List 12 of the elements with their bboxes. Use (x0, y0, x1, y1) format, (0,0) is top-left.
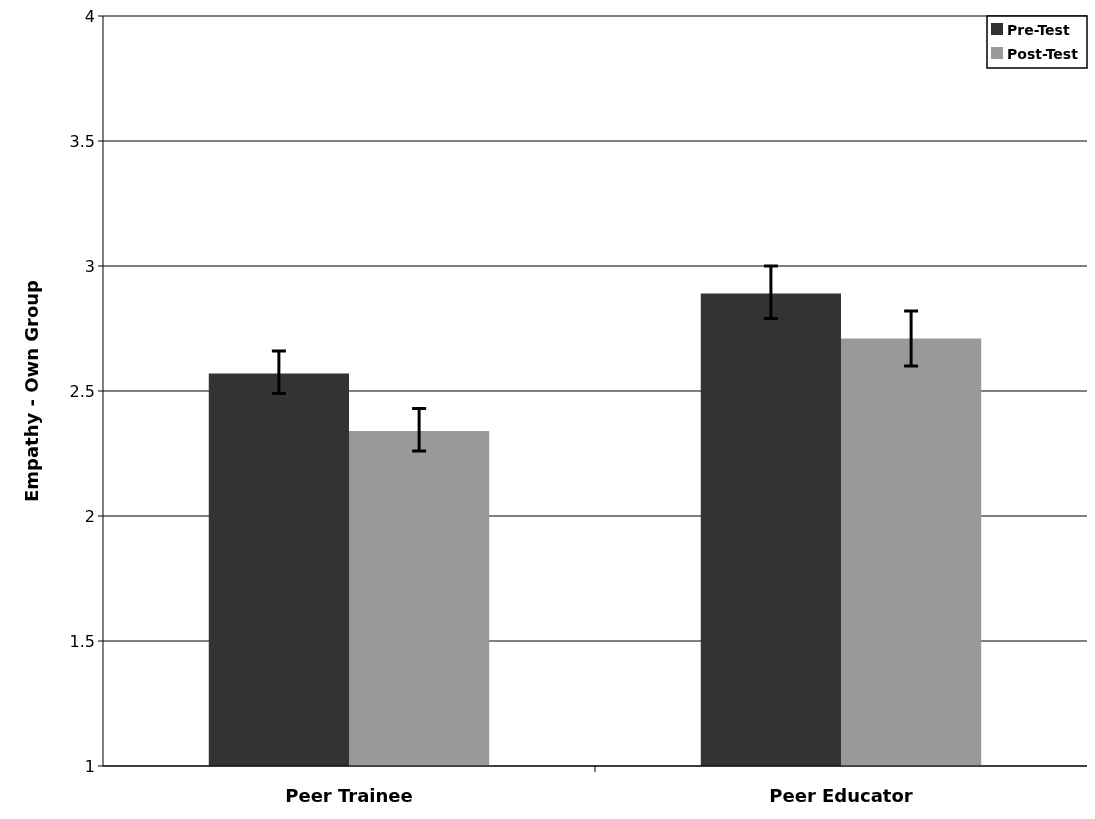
y-tick-label: 1 (84, 756, 95, 776)
y-axis-title: Empathy - Own Group (21, 279, 42, 502)
legend-label: Pre-Test (1007, 22, 1070, 38)
x-tick-label: Peer Educator (769, 785, 913, 806)
y-tick-label: 2 (84, 506, 95, 526)
x-tick-label: Peer Trainee (285, 785, 413, 806)
y-tick-label: 2.5 (69, 381, 95, 401)
y-tick-label: 4 (84, 6, 95, 26)
legend-label: Post-Test (1007, 46, 1079, 62)
y-tick-label: 1.5 (69, 631, 95, 651)
y-tick-label: 3.5 (69, 131, 95, 151)
y-tick-label: 3 (84, 256, 95, 276)
